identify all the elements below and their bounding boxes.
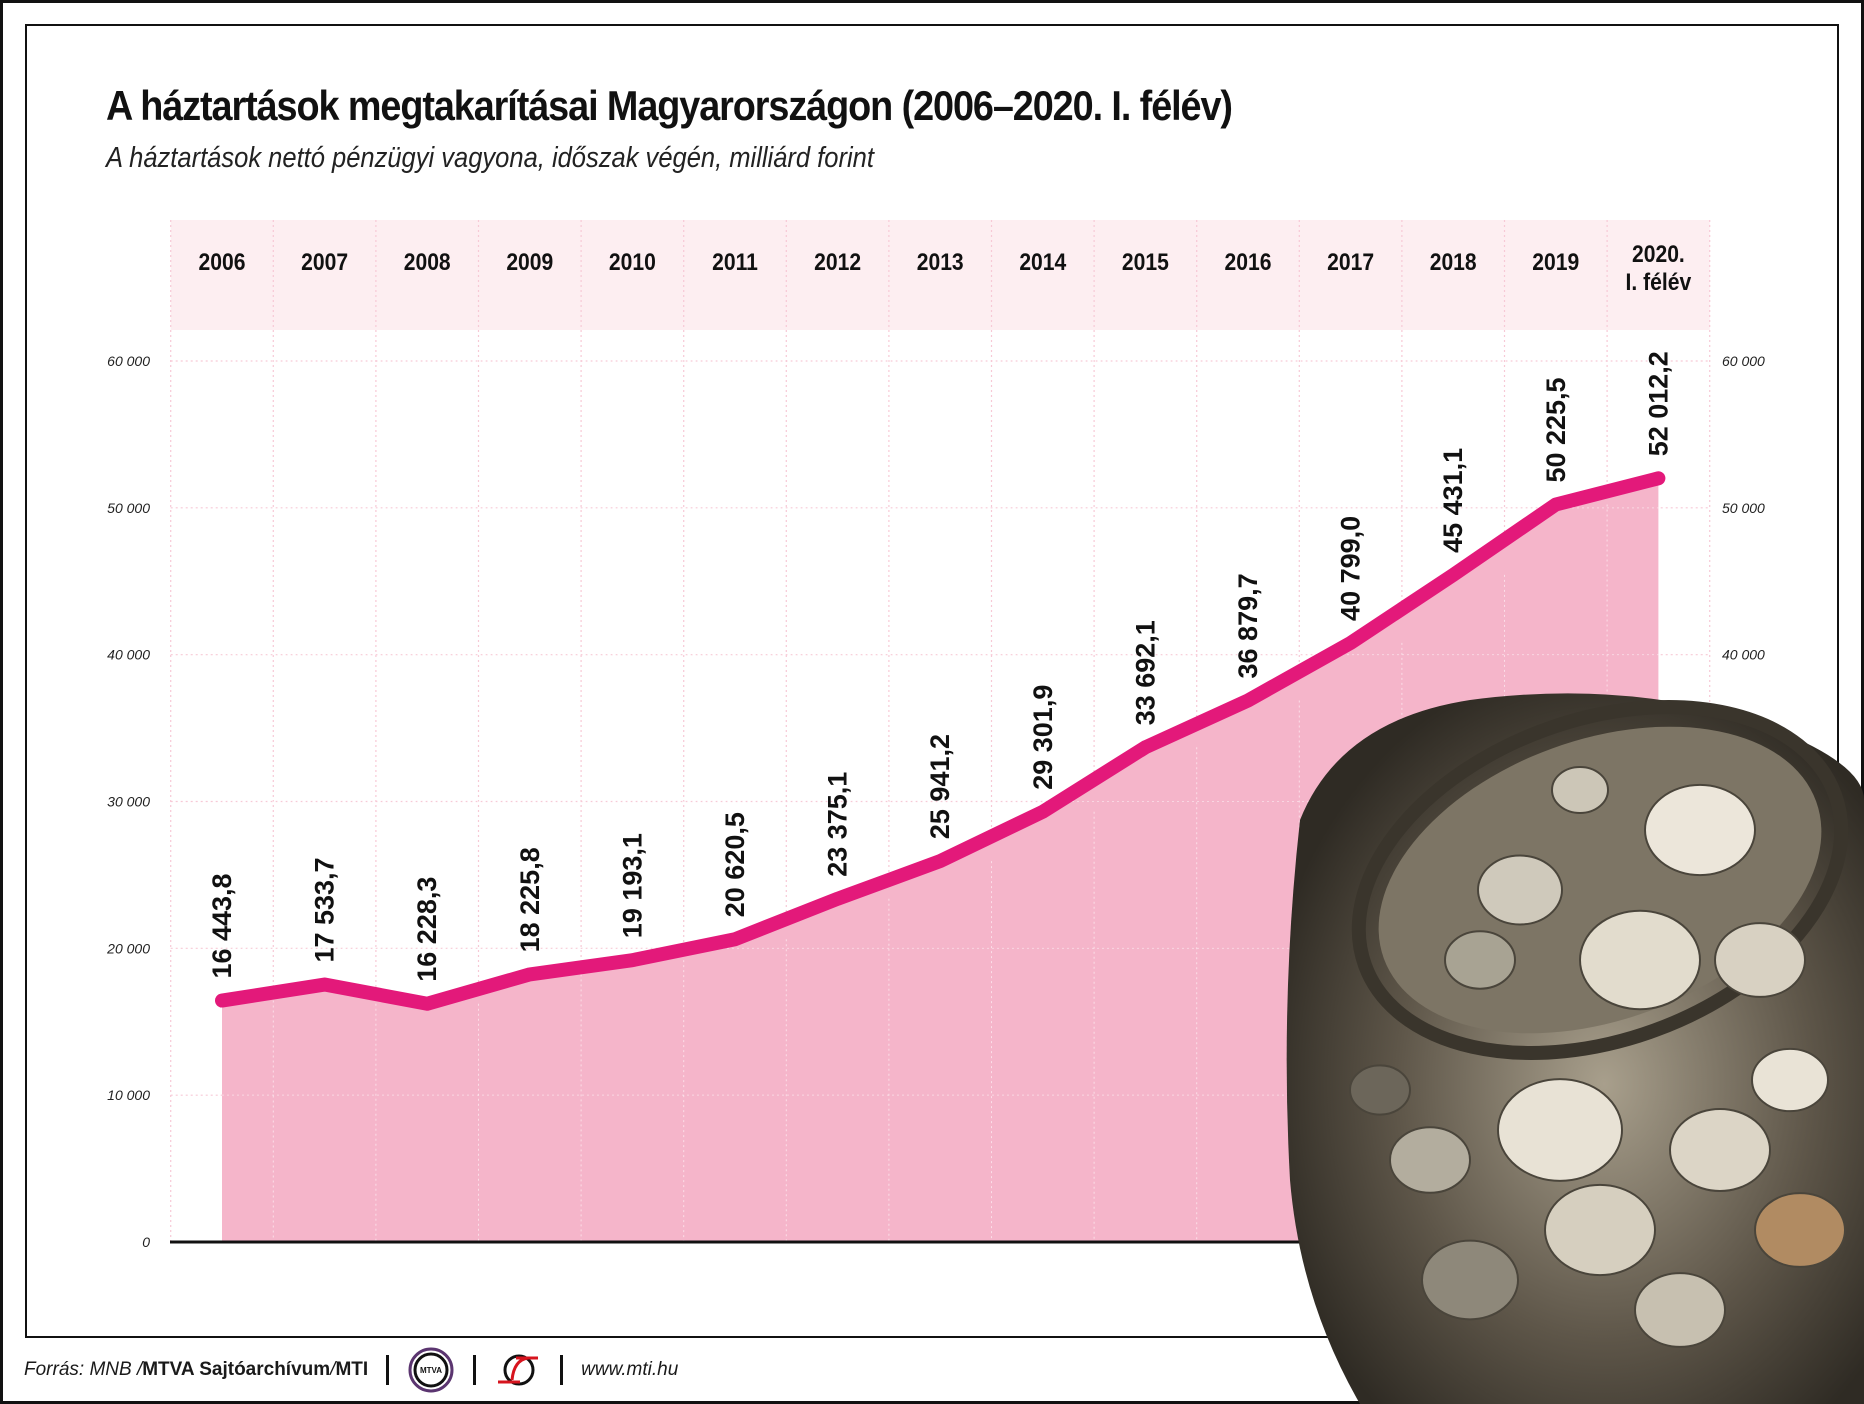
year-label: 2010 <box>609 249 656 276</box>
y-tick-label: 50 000 <box>107 500 150 516</box>
coin-icon <box>1754 1192 1846 1268</box>
coin-icon <box>1544 1183 1656 1277</box>
coin-icon <box>1751 1047 1829 1113</box>
year-header-band <box>170 220 1710 330</box>
footer-divider <box>560 1355 564 1385</box>
coin-icon <box>1714 922 1806 998</box>
y-tick-label-right: 50 000 <box>1722 500 1765 516</box>
year-label: 2013 <box>917 249 964 276</box>
year-label: 2008 <box>404 249 451 276</box>
value-label: 52 012,2 <box>1643 351 1673 456</box>
value-label: 45 431,1 <box>1438 448 1468 553</box>
data-line <box>215 471 1666 1011</box>
y-tick-label-right: 60 000 <box>1722 353 1765 369</box>
coin-icon <box>1644 783 1756 877</box>
y-tick-label: 30 000 <box>107 794 150 810</box>
chart-title: A háztartások megtakarításai Magyarorszá… <box>106 82 1233 129</box>
coin-icon <box>1477 854 1563 926</box>
coin-icon <box>1444 930 1516 990</box>
year-label: I. félév <box>1626 269 1692 296</box>
y-axis-labels-left: 0 10 000 20 000 30 000 40 000 50 000 60 000 <box>106 353 150 1250</box>
value-label: 29 301,9 <box>1028 685 1058 790</box>
chart-subtitle: A háztartások nettó pénzügyi vagyona, id… <box>106 142 874 174</box>
coin-icon <box>1634 1272 1726 1348</box>
year-label: 2017 <box>1327 249 1374 276</box>
coin-icon <box>1579 909 1701 1011</box>
value-label: 23 375,1 <box>823 772 853 877</box>
coin-icon <box>1551 766 1609 814</box>
coin-icon <box>1349 1064 1411 1116</box>
value-label: 25 941,2 <box>925 734 955 839</box>
year-label: 2006 <box>199 249 246 276</box>
year-label: 2007 <box>301 249 348 276</box>
y-tick-label: 0 <box>142 1234 150 1250</box>
value-label: 20 620,5 <box>720 812 750 917</box>
value-label: 16 443,8 <box>207 873 237 978</box>
y-tick-label-right: 40 000 <box>1722 647 1765 663</box>
year-label: 2012 <box>814 249 861 276</box>
mti-logo-icon <box>498 1354 539 1386</box>
value-label: 36 879,7 <box>1233 573 1263 678</box>
footer-divider <box>386 1355 390 1385</box>
website-link[interactable]: www.mti.hu <box>581 1359 679 1380</box>
mtva-logo-icon: MTVA <box>408 1347 454 1393</box>
year-label: 2009 <box>506 249 553 276</box>
year-label: 2016 <box>1225 249 1272 276</box>
footer-divider <box>473 1355 477 1385</box>
value-label: 40 799,0 <box>1336 516 1366 621</box>
value-label: 19 193,1 <box>617 833 647 938</box>
year-label: 2019 <box>1532 249 1579 276</box>
value-label: 18 225,8 <box>515 847 545 952</box>
mtva-logo-text: MTVA <box>420 1366 442 1375</box>
value-label: 50 225,5 <box>1541 377 1571 482</box>
year-label: 2018 <box>1430 249 1477 276</box>
y-tick-label: 20 000 <box>106 940 150 956</box>
inner-border-right <box>1837 24 1839 1336</box>
y-tick-label: 60 000 <box>107 353 150 369</box>
y-tick-label: 40 000 <box>107 647 150 663</box>
value-label: 16 228,3 <box>412 877 442 982</box>
value-label: 33 692,1 <box>1130 620 1160 725</box>
inner-border <box>25 24 1839 1338</box>
year-label: 2015 <box>1122 249 1169 276</box>
year-label: 2020. <box>1632 241 1685 268</box>
coin-icon <box>1669 1108 1771 1192</box>
coin-jar-icon <box>1286 693 1864 1404</box>
source-mti: MTI <box>335 1359 369 1380</box>
coin-icon <box>1389 1126 1471 1194</box>
y-tick-label: 10 000 <box>107 1087 150 1103</box>
year-label: 2011 <box>712 249 758 276</box>
data-value-labels: 16 443,8 17 533,7 16 228,3 18 225,8 19 193,1… <box>207 351 1673 982</box>
value-label: 17 533,7 <box>310 857 340 962</box>
coin-icon <box>1421 1239 1519 1321</box>
source-prefix: Forrás: MNB / <box>24 1359 143 1380</box>
source-separator: / <box>330 1359 336 1380</box>
year-label: 2014 <box>1019 249 1066 276</box>
footer: Forrás: MNB / MTVA Sajtóarchívum / MTI M… <box>24 1347 679 1393</box>
y-axis-labels-right: 40 000 50 000 60 000 <box>1722 353 1765 663</box>
coin-icon <box>1497 1078 1623 1182</box>
year-labels: 2006 2007 2008 2009 2010 2011 2012 2013 2014 2015… <box>199 241 1692 296</box>
source-archive: MTVA Sajtóarchívum <box>142 1359 331 1380</box>
